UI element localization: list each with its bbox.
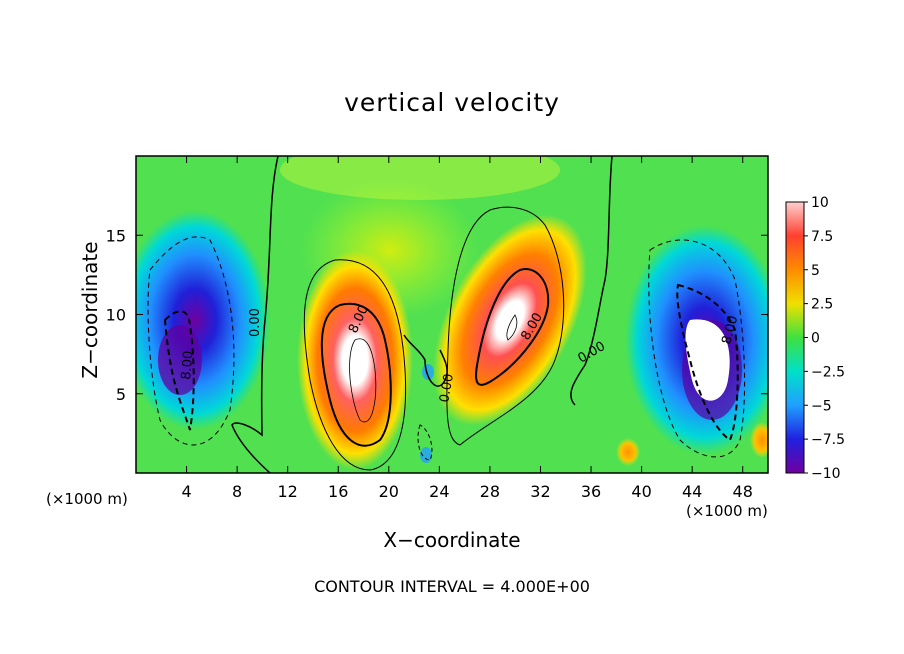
contour-lines [147, 156, 746, 473]
contour-label: 8.00 [719, 314, 741, 346]
downdraft-left-core [158, 325, 202, 395]
colorbar-tick-label: −2.5 [811, 364, 845, 380]
x-tick-label: 36 [581, 482, 601, 501]
colorbar-tick-label: 5 [811, 263, 820, 279]
colorbar-tick-label: 7.5 [811, 229, 833, 245]
contour-zero-right [570, 156, 613, 406]
x-tick-label: 40 [631, 482, 651, 501]
y-axis: 5 10 15 [106, 226, 768, 404]
x-axis-label: X−coordinate [383, 528, 521, 552]
x-unit-label-left: (×1000 m) [46, 490, 128, 508]
updraft-left [297, 250, 413, 470]
contour-zero-left [231, 156, 279, 473]
x-tick-label: 8 [232, 482, 242, 501]
small-orange-blob [616, 438, 640, 466]
y-axis-label: Z−coordinate [78, 241, 102, 379]
heatmap-field [136, 156, 768, 473]
colorbar-tick-label: 2.5 [811, 297, 833, 313]
contour-8-right [475, 268, 550, 386]
y-tick-label: 10 [106, 306, 126, 325]
x-tick-label: 16 [328, 482, 348, 501]
contour-4-right [446, 206, 565, 446]
x-unit-label-right: (×1000 m) [686, 502, 768, 520]
y-tick-label: 15 [106, 226, 126, 245]
colorbar-tick-label: 0 [811, 331, 820, 347]
contour-4-left [303, 259, 407, 471]
contour-interval-note: CONTOUR INTERVAL = 4.000E+00 [314, 577, 590, 596]
edge-orange-blob [750, 422, 768, 458]
y-tick-label: 5 [116, 385, 126, 404]
x-tick-label: 32 [530, 482, 550, 501]
contour-neg4-left [147, 236, 235, 446]
contour-neg8-left [163, 310, 195, 431]
x-tick-label: 12 [278, 482, 298, 501]
x-tick-label: 24 [429, 482, 449, 501]
colorbar-tick-label: −10 [811, 466, 841, 482]
colorbar-tick-label: 10 [811, 195, 829, 211]
x-axis: 4 8 12 16 20 24 28 32 36 40 44 48 [181, 156, 753, 501]
x-tick-label: 28 [480, 482, 500, 501]
contour-label: 0.00 [248, 308, 263, 337]
contour-12-right [506, 314, 518, 341]
chart-title: vertical velocity [344, 88, 560, 117]
colorbar-tick-label: −5 [811, 398, 832, 414]
contour-zero-mid [403, 334, 448, 387]
x-tick-label: 4 [181, 482, 191, 501]
contour-neg4-right [648, 239, 746, 458]
colorbar-ticks: 10 7.5 5 2.5 0 −2.5 −5 −7.5 −10 [804, 195, 845, 482]
contour-label: 8.00 [179, 350, 196, 380]
colorbar-tick-label: −7.5 [811, 432, 845, 448]
contour-8-left [320, 302, 392, 447]
colorbar [785, 201, 805, 474]
small-blue-blob-2 [420, 447, 432, 463]
x-tick-label: 48 [733, 482, 753, 501]
contour-label: 0.00 [437, 373, 457, 404]
x-tick-label: 44 [682, 482, 702, 501]
contour-12-left [349, 338, 377, 423]
x-tick-label: 20 [379, 482, 399, 501]
